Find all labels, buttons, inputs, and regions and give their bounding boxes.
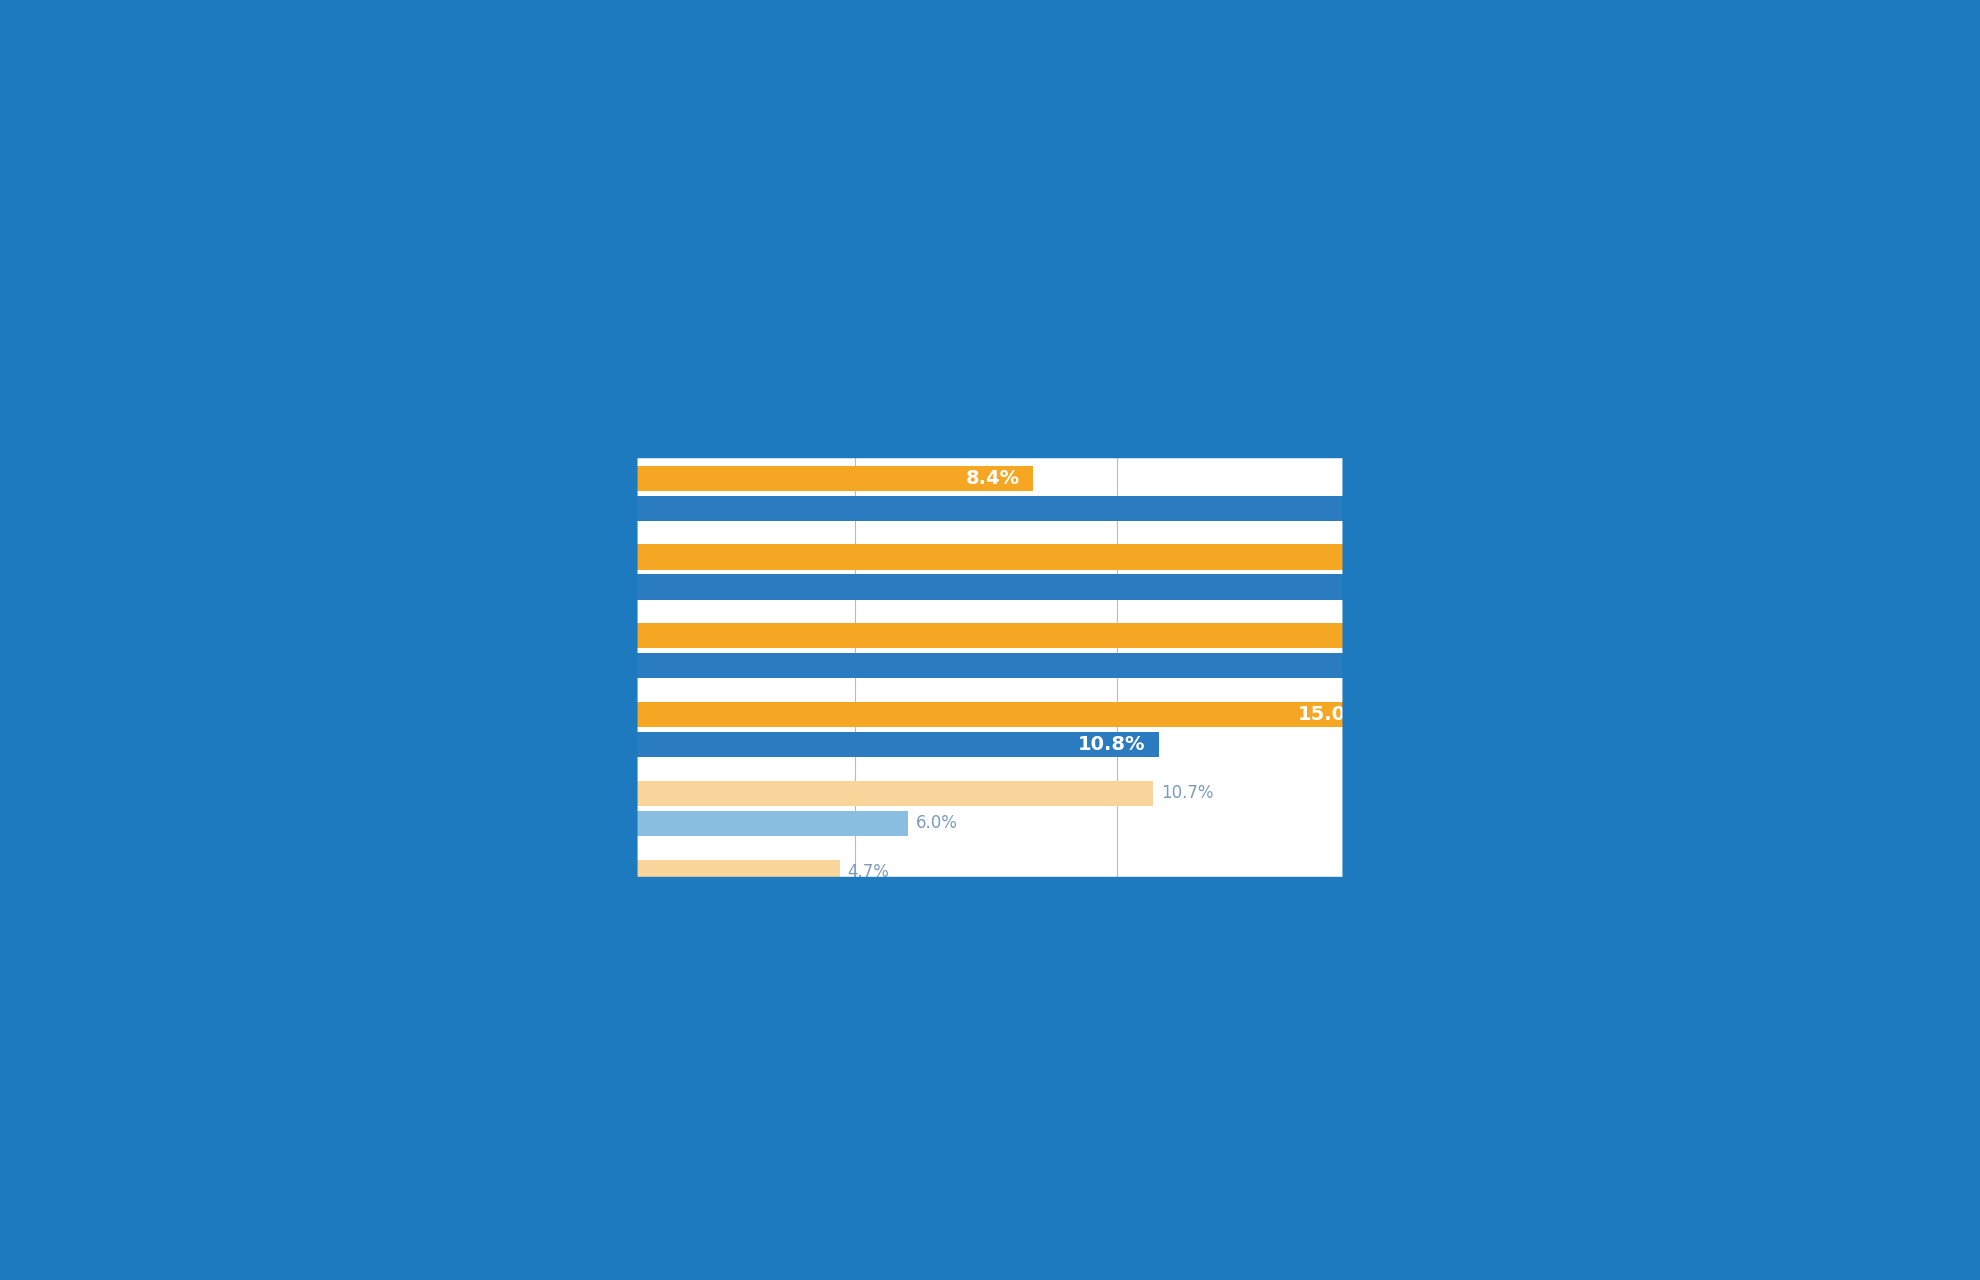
Bar: [594, 1047, 709, 1073]
Bar: [594, 466, 1034, 492]
Bar: [594, 653, 1614, 678]
Text: 700万円〜800万円未満: 700万円〜800万円未満: [412, 799, 568, 818]
Bar: [594, 338, 642, 364]
Bar: [594, 701, 1378, 727]
Text: 900万円〜1,000万円未満: 900万円〜1,000万円未満: [394, 956, 568, 975]
Text: 2,000万円以上: 2,000万円以上: [465, 1114, 568, 1133]
Bar: [594, 968, 699, 993]
Text: 800万円〜900万円未満: 800万円〜900万円未満: [412, 878, 568, 896]
Text: 200万円〜300万円未満: 200万円〜300万円未満: [412, 404, 568, 424]
Bar: [594, 938, 849, 964]
Text: 400万円〜500万円未満: 400万円〜500万円未満: [380, 562, 568, 582]
Bar: [594, 387, 709, 412]
Bar: [594, 860, 840, 884]
Text: 1.8%: 1.8%: [695, 1129, 739, 1147]
Text: 1,000万円~2,000万円未満: 1,000万円~2,000万円未満: [370, 1036, 568, 1055]
Text: 0.4%: 0.4%: [624, 312, 665, 330]
Bar: [594, 781, 1152, 806]
Text: Penmark: Penmark: [1798, 27, 1923, 50]
Bar: [594, 544, 1519, 570]
Bar: [594, 417, 1002, 442]
Text: 2.2%: 2.2%: [717, 390, 758, 408]
Text: 21.7%: 21.7%: [1647, 626, 1715, 645]
Text: 300万円〜400万円未満: 300万円〜400万円未満: [380, 484, 568, 503]
Text: 4.9%: 4.9%: [857, 942, 899, 960]
Text: 23.1%: 23.1%: [1721, 499, 1788, 517]
Bar: [594, 623, 1729, 649]
Legend: 30歳までの理想の年収, 30歳までに最低限ほしい年収: 30歳までの理想の年収, 30歳までに最低限ほしい年収: [1639, 952, 1891, 1042]
Bar: [594, 1018, 1049, 1042]
Text: 15.0%: 15.0%: [1297, 705, 1364, 724]
Text: 200万円未満: 200万円未満: [483, 326, 568, 346]
Bar: [594, 732, 1158, 758]
Text: P: P: [1770, 29, 1778, 44]
Bar: [594, 890, 715, 915]
Bar: [594, 810, 907, 836]
Text: 2.0%: 2.0%: [707, 972, 748, 989]
Text: 2.3%: 2.3%: [723, 893, 764, 911]
Bar: [594, 575, 1828, 599]
Text: 30歳までの理想の年収と最低限ほしい年収を教えてください: 30歳までの理想の年収と最低限ほしい年収を教えてください: [69, 141, 778, 183]
Text: 17.7%: 17.7%: [1439, 548, 1507, 567]
Text: 10.7%: 10.7%: [1160, 785, 1214, 803]
Text: 600万円〜700万円未満: 600万円〜700万円未満: [380, 719, 568, 740]
Bar: [594, 495, 1802, 521]
Text: 8.4%: 8.4%: [966, 468, 1020, 488]
Text: 0.9%: 0.9%: [649, 342, 691, 360]
Bar: [594, 1126, 689, 1151]
Text: 500万円〜600万円未満: 500万円〜600万円未満: [380, 641, 568, 660]
Text: 23.6%: 23.6%: [1746, 577, 1814, 596]
Text: (n=1,116): (n=1,116): [69, 1190, 168, 1210]
Text: 19.5%: 19.5%: [1533, 657, 1600, 676]
Text: 8.7%: 8.7%: [1057, 1020, 1099, 1038]
Bar: [594, 1096, 887, 1121]
Bar: [594, 308, 616, 333]
Text: 4.7%: 4.7%: [847, 863, 889, 881]
Text: 2.2%: 2.2%: [717, 1051, 758, 1069]
Text: 5.6%: 5.6%: [895, 1100, 937, 1117]
Text: 7.8%: 7.8%: [1010, 421, 1051, 439]
Text: 10.8%: 10.8%: [1077, 735, 1146, 754]
Text: 6.0%: 6.0%: [915, 814, 958, 832]
Circle shape: [1756, 20, 1792, 56]
